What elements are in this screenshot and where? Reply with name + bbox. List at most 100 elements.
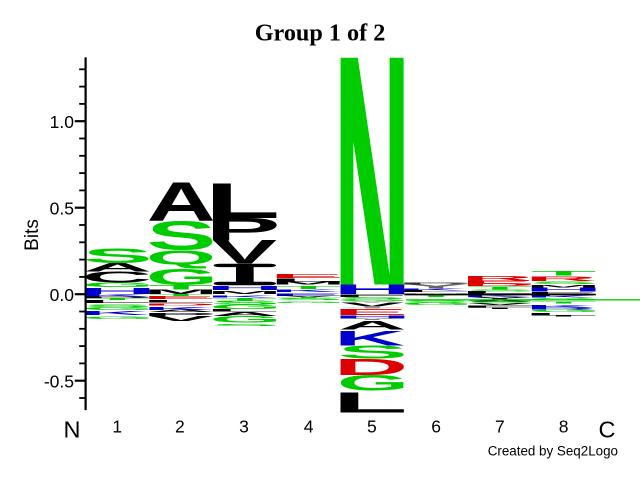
svg-text:M: M	[271, 281, 346, 286]
svg-text:G: G	[210, 314, 282, 324]
svg-text:T: T	[531, 315, 596, 317]
svg-text:K: K	[525, 304, 596, 308]
svg-text:L: L	[396, 290, 471, 293]
svg-text:R: R	[525, 275, 597, 282]
svg-text:S: S	[83, 304, 153, 308]
svg-text:0.0: 0.0	[50, 285, 75, 305]
svg-text:K: K	[525, 295, 596, 298]
svg-text:4: 4	[304, 416, 314, 436]
svg-text:N: N	[64, 417, 81, 443]
svg-text:1.0: 1.0	[50, 112, 75, 132]
svg-text:C: C	[599, 417, 616, 443]
svg-text:T: T	[531, 270, 596, 277]
svg-text:C: C	[82, 268, 152, 285]
svg-text:T: T	[85, 298, 150, 301]
svg-text:A: A	[83, 261, 152, 274]
svg-text:Created by Seq2Logo: Created by Seq2Logo	[488, 443, 618, 458]
svg-text:M: M	[526, 284, 601, 288]
svg-text:K: K	[143, 306, 214, 311]
svg-text:A: A	[466, 300, 535, 302]
svg-text:H: H	[78, 286, 156, 296]
svg-text:F: F	[460, 305, 537, 308]
svg-text:-0.5: -0.5	[44, 372, 74, 392]
svg-text:6: 6	[431, 416, 441, 436]
svg-text:T: T	[276, 297, 341, 299]
svg-text:5: 5	[367, 416, 377, 436]
svg-text:E: E	[461, 279, 536, 284]
svg-text:1: 1	[112, 416, 122, 436]
svg-text:G: G	[273, 301, 345, 303]
svg-text:K: K	[79, 294, 150, 298]
svg-text:A: A	[210, 311, 279, 317]
svg-text:Y: Y	[466, 296, 533, 300]
svg-text:M: M	[143, 288, 218, 295]
svg-text:L: L	[332, 386, 407, 418]
svg-text:E: E	[142, 296, 217, 301]
svg-text:S: S	[465, 289, 535, 292]
svg-text:P: P	[142, 312, 217, 317]
svg-text:K: K	[398, 288, 469, 291]
svg-text:Q: Q	[146, 246, 216, 269]
svg-text:V: V	[467, 303, 532, 306]
svg-text:V: V	[276, 295, 341, 297]
svg-text:M: M	[207, 290, 282, 295]
svg-text:R: R	[461, 275, 533, 282]
svg-text:Y: Y	[339, 301, 406, 303]
svg-text:G: G	[82, 281, 154, 288]
svg-text:0.5: 0.5	[50, 199, 74, 219]
svg-text:P: P	[78, 296, 153, 299]
svg-text:A: A	[147, 309, 216, 313]
svg-text:T: T	[276, 285, 341, 290]
svg-text:K: K	[270, 288, 341, 293]
svg-text:G: G	[337, 299, 409, 302]
svg-text:G: G	[401, 302, 473, 306]
svg-text:G: G	[82, 306, 154, 311]
svg-text:L: L	[268, 277, 343, 282]
svg-text:H: H	[525, 287, 603, 293]
svg-text:H: H	[333, 282, 411, 297]
svg-text:D: D	[461, 283, 536, 287]
svg-text:H: H	[333, 314, 411, 320]
svg-text:L: L	[205, 173, 280, 229]
svg-text:T: T	[149, 284, 214, 291]
svg-text:G: G	[210, 304, 282, 311]
svg-text:L: L	[141, 299, 216, 303]
svg-text:H: H	[206, 285, 284, 291]
svg-text:A: A	[147, 170, 216, 233]
svg-text:Bits: Bits	[22, 219, 43, 251]
svg-text:G: G	[337, 371, 409, 396]
svg-text:8: 8	[559, 416, 569, 436]
svg-text:F: F	[332, 293, 409, 298]
svg-text:T: T	[340, 307, 405, 309]
svg-text:T: T	[467, 285, 532, 290]
svg-text:Y: Y	[403, 283, 470, 290]
svg-text:S: S	[401, 300, 471, 303]
svg-text:E: E	[269, 293, 344, 297]
svg-text:S: S	[338, 297, 408, 300]
svg-text:S: S	[465, 301, 535, 304]
svg-text:L: L	[77, 299, 152, 304]
svg-text:7: 7	[495, 416, 505, 436]
svg-text:E: E	[333, 308, 408, 317]
svg-text:G: G	[146, 264, 218, 290]
svg-text:G: G	[528, 309, 600, 313]
svg-text:Y: Y	[339, 318, 406, 321]
svg-text:S: S	[529, 280, 599, 284]
svg-text:M: M	[398, 293, 473, 294]
svg-text:T: T	[404, 295, 469, 298]
svg-text:S: S	[146, 213, 216, 258]
svg-text:S: S	[83, 244, 153, 267]
svg-text:G: G	[82, 315, 154, 319]
svg-text:Group 1 of 2: Group 1 of 2	[255, 20, 386, 47]
svg-text:R: R	[525, 307, 597, 310]
svg-text:D: D	[142, 303, 217, 306]
svg-text:S: S	[338, 342, 408, 363]
svg-text:K: K	[334, 327, 405, 351]
svg-text:T: T	[467, 308, 532, 310]
svg-text:E: E	[524, 291, 599, 294]
svg-text:T: T	[212, 297, 277, 301]
svg-text:P: P	[205, 211, 280, 247]
svg-text:V: V	[340, 301, 405, 308]
svg-text:K: K	[461, 295, 532, 298]
svg-text:S: S	[210, 324, 280, 327]
